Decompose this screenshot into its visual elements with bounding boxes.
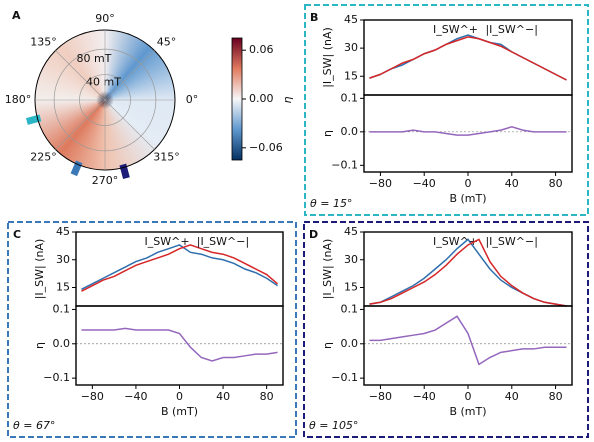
- series-line: [81, 244, 278, 291]
- y-axis-label: |I_SW| (nA): [321, 239, 334, 300]
- colorbar-tick-label: 0.06: [249, 43, 274, 56]
- angle-markers: [25, 114, 130, 180]
- angle-label: 315°: [153, 150, 180, 163]
- x-tick-label: 0: [176, 390, 183, 403]
- y-tick-label: 0.0: [341, 125, 359, 138]
- x-tick-label: 0: [465, 177, 472, 190]
- series-line: [369, 36, 567, 81]
- y-tick-label: 30: [344, 253, 358, 266]
- angle-grid: [104, 99, 155, 150]
- panel-frame: [7, 221, 297, 438]
- series-line: [369, 238, 567, 307]
- radius-label: 80 mT: [76, 52, 111, 65]
- angle-label: 90°: [95, 12, 115, 25]
- legend-entry: |I_SW^−|: [197, 235, 249, 248]
- series-line: [369, 315, 567, 366]
- panel-annotation: θ = 15°: [310, 197, 352, 210]
- panel-frame: [304, 4, 589, 216]
- legend-entry: I_SW^+: [433, 23, 478, 36]
- x-tick-label: 0: [465, 390, 472, 403]
- y-tick-label: 30: [344, 41, 358, 54]
- y-tick-label: 30: [56, 253, 70, 266]
- x-axis-label: B (mT): [449, 405, 486, 418]
- x-tick-label: −80: [81, 390, 104, 403]
- x-tick-label: −40: [124, 390, 147, 403]
- x-tick-label: −40: [413, 177, 436, 190]
- panel-frame: [303, 221, 589, 438]
- x-tick-label: 80: [549, 177, 563, 190]
- series-line: [369, 34, 567, 81]
- x-tick-label: −80: [369, 390, 392, 403]
- x-axis-label: B (mT): [161, 405, 198, 418]
- angle-label: 135°: [30, 36, 57, 49]
- y-tick-label: 15: [56, 281, 70, 294]
- y-tick-label: 0.1: [53, 302, 71, 315]
- colorbar-label: η: [281, 96, 294, 103]
- y-tick-label: 45: [344, 225, 358, 238]
- panel-label: A: [12, 9, 21, 22]
- axes-frame: [363, 305, 573, 386]
- series-line: [81, 244, 279, 292]
- x-tick-label: 40: [505, 177, 519, 190]
- y-tick-label: 15: [344, 69, 358, 82]
- y-tick-label: −0.1: [331, 371, 358, 384]
- x-tick-label: 80: [549, 390, 563, 403]
- y-tick-label: 45: [344, 13, 358, 26]
- x-tick-label: 40: [216, 390, 230, 403]
- legend-entry: |I_SW^−|: [485, 23, 537, 36]
- x-axis-label: B (mT): [449, 192, 486, 205]
- series-line: [369, 126, 567, 136]
- y-tick-label: −0.1: [43, 371, 70, 384]
- angle-grid: [55, 50, 106, 101]
- angle-label: 225°: [30, 150, 57, 163]
- x-tick-label: 40: [505, 390, 519, 403]
- y-tick-label: 0.0: [53, 337, 71, 350]
- y-axis-label: η: [321, 130, 334, 137]
- y-tick-label: 0.0: [341, 337, 359, 350]
- axes-frame: [75, 305, 284, 386]
- axes-frame: [363, 94, 573, 173]
- y-axis-label: η: [33, 342, 46, 349]
- y-axis-label: |I_SW| (nA): [33, 239, 46, 300]
- y-axis-label: η: [321, 342, 334, 349]
- panel-label: B: [310, 11, 318, 24]
- series-line: [81, 327, 278, 362]
- legend-entry: I_SW^+: [433, 235, 478, 248]
- radius-label: 40 mT: [86, 75, 121, 88]
- colorbar: [231, 37, 243, 161]
- x-tick-label: 80: [260, 390, 274, 403]
- legend-entry: |I_SW^−|: [485, 235, 537, 248]
- colorbar-tick-label: −0.06: [249, 141, 283, 154]
- series-line: [369, 238, 567, 307]
- angle-grid: [104, 50, 155, 101]
- angle-label: 45°: [157, 36, 177, 49]
- y-tick-label: 0.1: [341, 302, 359, 315]
- y-tick-label: 15: [344, 281, 358, 294]
- panel-label: D: [309, 228, 318, 241]
- x-tick-label: −40: [413, 390, 436, 403]
- y-tick-label: 0.1: [341, 91, 359, 104]
- x-tick-label: −80: [369, 177, 392, 190]
- panel-label: C: [13, 228, 21, 241]
- y-axis-label: |I_SW| (nA): [321, 27, 334, 88]
- angle-label: 270°: [92, 174, 119, 187]
- y-tick-label: −0.1: [331, 158, 358, 171]
- panel-annotation: θ = 67°: [13, 419, 55, 432]
- angle-label: 0°: [186, 93, 199, 106]
- y-tick-label: 45: [56, 225, 70, 238]
- angle-label: 180°: [5, 93, 32, 106]
- colorbar-tick-label: 0.00: [249, 92, 274, 105]
- angle-grid: [55, 99, 106, 150]
- legend-entry: I_SW^+: [145, 235, 190, 248]
- panel-annotation: θ = 105°: [309, 419, 358, 432]
